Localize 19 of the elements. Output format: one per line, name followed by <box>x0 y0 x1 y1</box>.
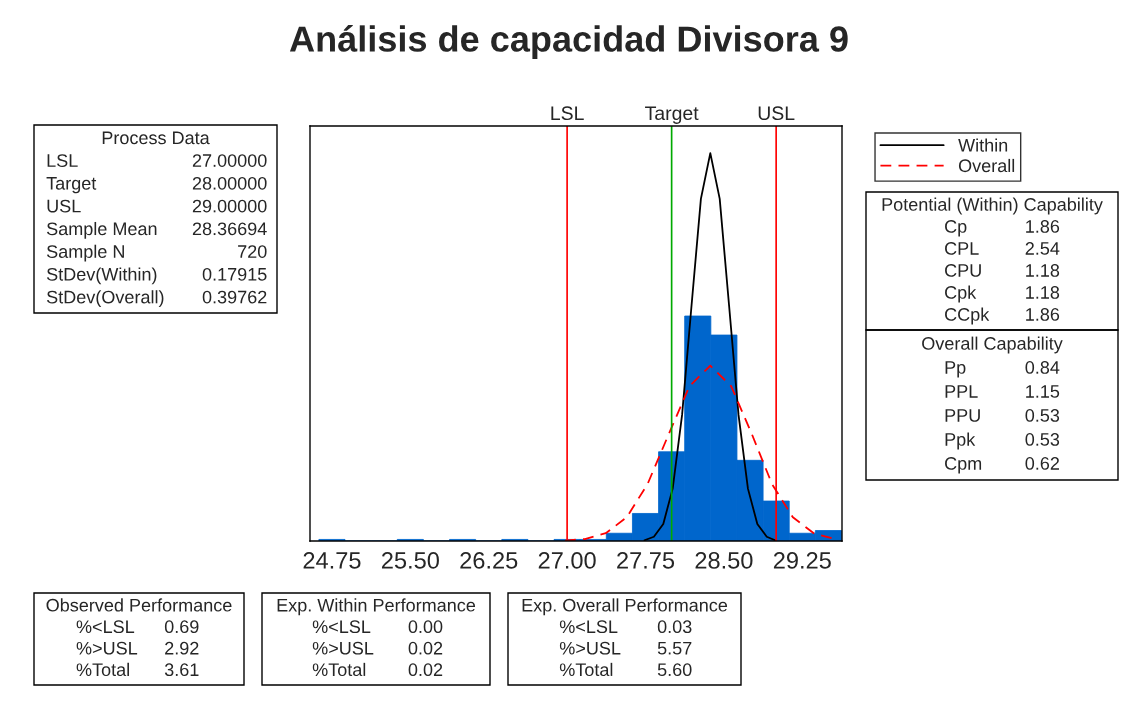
ref-line-label: LSL <box>551 106 584 121</box>
ref-line-label: Target <box>645 106 699 124</box>
text: Exp. Overall Performance %<LSL 0.03 %>USL 5.57 %Total 5.60 <box>522 598 728 677</box>
legend-label: Within <box>958 138 1008 152</box>
legend-label: Overall <box>958 158 1015 173</box>
x-tick-label: 27.00 <box>538 552 596 569</box>
x-tick-label: 26.25 <box>460 552 518 569</box>
x-tick-label: 25.50 <box>381 552 439 569</box>
text: Potential (Within) Capability Cp 1.86 CPL 2.54 CPU 1.18 Cpk 1.18 CCpk 1.86 <box>882 197 1103 325</box>
ref-line-label: USL <box>758 106 795 121</box>
x-tick-label: 27.75 <box>617 552 675 569</box>
x-tick-label: 28.50 <box>695 552 753 569</box>
text: Process Data LSL 27.00000 Target 28.00000 USL 29.00000 Sample Mean 28.36694 Sample N 720 StDev(Within) 0.17915 StDev(Overall) 0.39762 <box>46 131 267 308</box>
text: Overall Capability Pp 0.84 PPL 1.15 PPU 0.53 Ppk 0.53 Cpm 0.62 <box>922 336 1063 474</box>
chart-title: Análisis de capacidad Divisora 9 <box>289 25 848 59</box>
x-tick-label: 24.75 <box>303 552 361 569</box>
text: Exp. Within Performance %<LSL 0.00 %>USL 0.02 %Total 0.02 <box>277 598 476 677</box>
x-tick-label: 29.25 <box>773 552 831 569</box>
text: Observed Performance %<LSL 0.69 %>USL 2.92 %Total 3.61 <box>46 598 232 677</box>
